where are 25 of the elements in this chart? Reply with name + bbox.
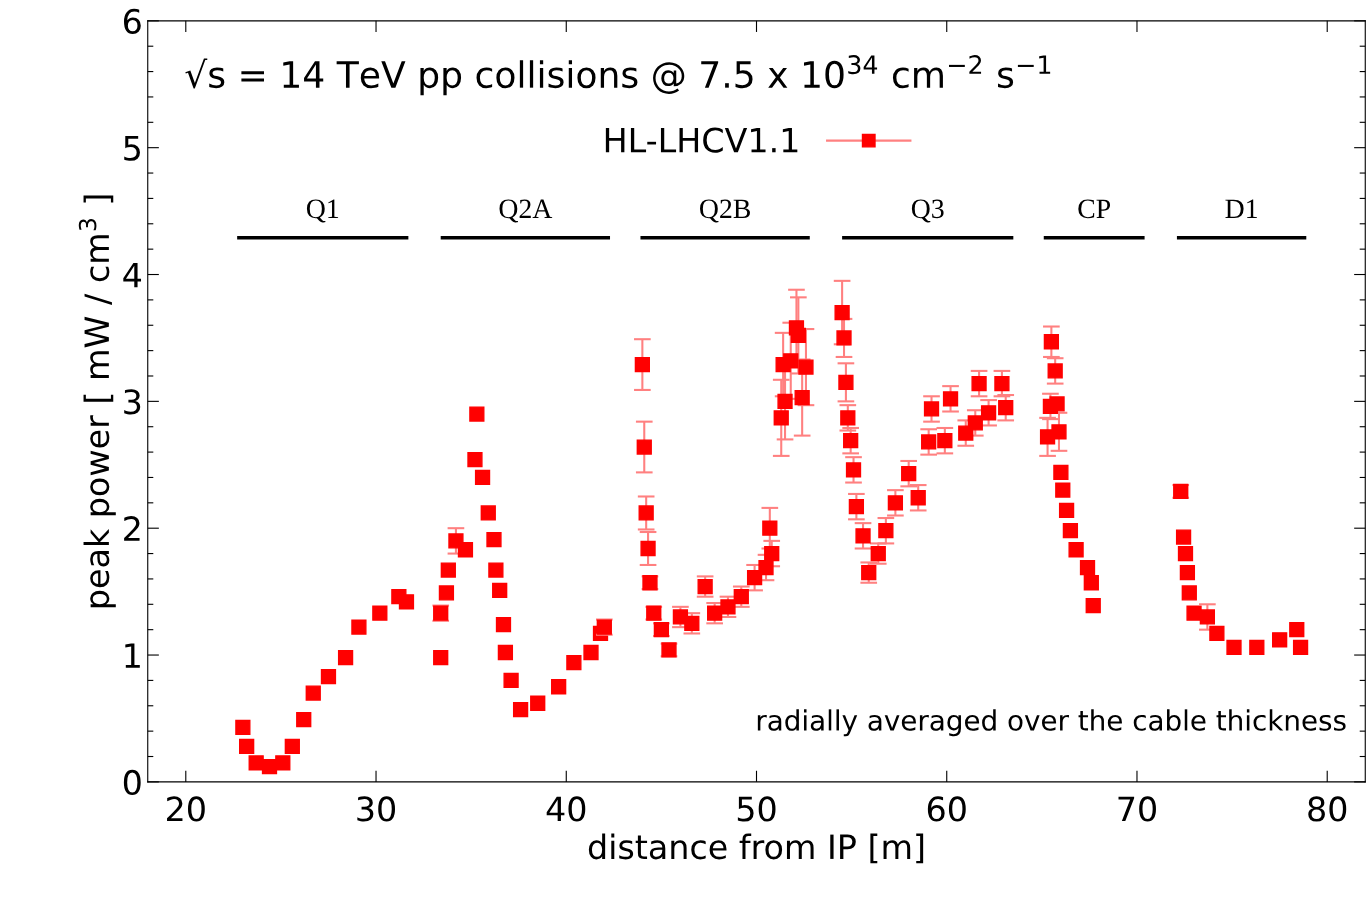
x-tick-label: 20 [167, 796, 205, 822]
x-tick-label: 30 [357, 796, 396, 822]
legend-label: HL-LHCV1.1 [605, 127, 798, 153]
series-label: Q2A [499, 199, 553, 223]
x-tick-label: 40 [546, 796, 586, 822]
y-tick-label: 6 [124, 8, 141, 34]
annotation: √s = 14 TeV pp collisions @ 7.5 x 10$^{34}$ cm$^{−2}$ s$^{−1}$ [185, 55, 1051, 96]
series-label: Q1 [306, 199, 339, 223]
y-axis-title: peak power [ mW / cm$^{3}$ ] [78, 195, 116, 608]
annotation: radially averaged over the cable thickness [757, 709, 1346, 737]
y-tick-label: 3 [124, 389, 141, 415]
x-axis-title: distance from IP [m] [588, 833, 924, 864]
series-label: Q2B [700, 199, 750, 223]
series-label: D1 [1225, 199, 1257, 218]
y-tick-label: 2 [124, 516, 140, 541]
x-tick-label: 70 [1118, 796, 1156, 822]
y-tick-label: 1 [125, 643, 140, 668]
y-tick-label: 4 [123, 262, 142, 288]
x-tick-label: 80 [1308, 796, 1347, 822]
series-label: CP [1078, 199, 1111, 219]
x-tick-label: 50 [737, 796, 776, 822]
y-tick-label: 5 [124, 136, 140, 161]
y-tick-label: 0 [123, 769, 141, 796]
x-tick-label: 60 [927, 796, 966, 822]
series-label: Q3 [911, 199, 944, 223]
